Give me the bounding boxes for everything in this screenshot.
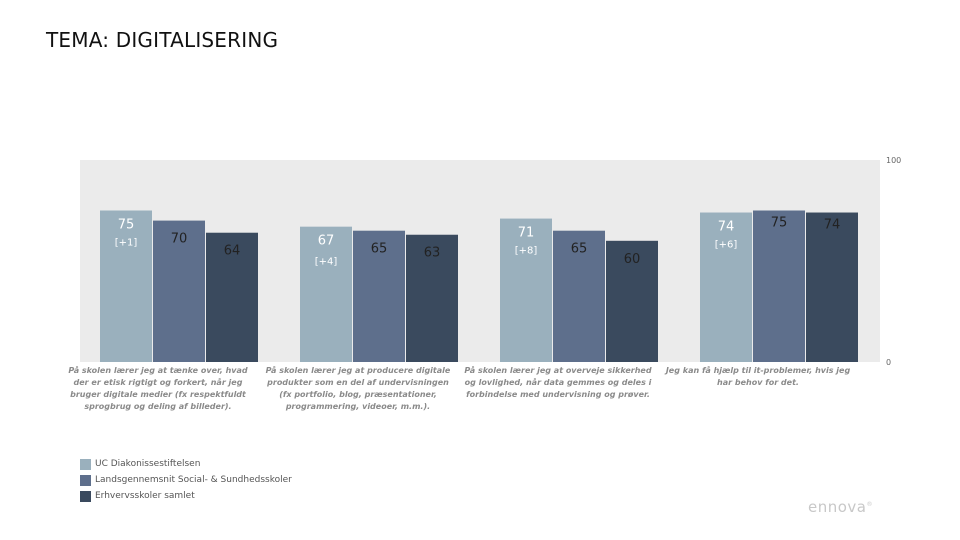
legend-item-erhvervsskoler: Erhvervsskoler samlet: [80, 488, 292, 504]
page-title: TEMA: DIGITALISERING: [46, 28, 279, 52]
legend-swatch-uc: [80, 458, 91, 470]
bar-s1-c1: [353, 230, 405, 362]
category-label-0-line-3: sprogbrug og deling af billeder).: [84, 402, 231, 411]
bar-s2-c2: [606, 240, 658, 362]
legend-label-uc: UC Diakonissestiftelsen: [95, 459, 201, 469]
category-label-3-line-1: har behov for det.: [717, 378, 799, 387]
ennova-logo: ennova®: [808, 498, 873, 516]
category-label-0-line-2: bruger digitale medier (fx respektfuldt: [70, 390, 247, 399]
legend-item-landsgennemsnit: Landsgennemsnit Social- & Sundhedsskoler: [80, 472, 292, 488]
value-label-s2-c2: 60: [624, 252, 641, 267]
category-label-1-line-0: På skolen lærer jeg at producere digital…: [266, 365, 451, 375]
change-label-s0-c1: [+4]: [315, 257, 338, 268]
y-tick-label-0: 0: [886, 358, 891, 367]
bar-s1-c3: [753, 210, 805, 362]
category-label-2-line-2: forbindelse med undervisning og prøver.: [466, 390, 650, 399]
legend-swatch-landsgennemsnit: [80, 474, 91, 486]
value-label-s1-c2: 65: [571, 242, 588, 257]
category-label-1-line-3: programmering, videoer, m.m.).: [285, 402, 430, 411]
bar-s2-c1: [406, 234, 458, 362]
change-label-s0-c2: [+8]: [515, 246, 538, 257]
value-label-s2-c0: 64: [224, 244, 241, 259]
category-label-2-line-0: På skolen lærer jeg at overveje sikkerhe…: [464, 365, 651, 375]
logo-text: ennova: [808, 498, 867, 516]
bar-s0-c3: [700, 212, 752, 362]
value-label-s1-c3: 75: [771, 216, 788, 231]
legend-swatch-erhvervsskoler: [80, 490, 91, 502]
change-label-s0-c3: [+6]: [715, 240, 738, 251]
value-label-s0-c2: 71: [518, 226, 535, 241]
value-label-s1-c1: 65: [371, 242, 388, 257]
category-label-2-line-1: og lovlighed, når data gemmes og deles i: [465, 377, 652, 387]
category-label-0-line-1: der er etisk rigtigt og forkert, når jeg: [74, 377, 243, 387]
legend-label-erhvervsskoler: Erhvervsskoler samlet: [95, 491, 195, 501]
legend-item-uc: UC Diakonissestiftelsen: [80, 456, 292, 472]
bar-s1-c0: [153, 220, 205, 362]
category-label-1-line-1: produkter som en del af undervisningen: [266, 378, 449, 387]
category-label-0-line-0: På skolen lærer jeg at tænke over, hvad: [68, 365, 248, 375]
value-label-s0-c3: 74: [718, 220, 735, 235]
value-label-s0-c1: 67: [318, 234, 335, 249]
bar-s1-c2: [553, 230, 605, 362]
value-label-s1-c0: 70: [171, 232, 188, 247]
bar-s0-c1: [300, 226, 352, 362]
value-label-s0-c0: 75: [118, 218, 135, 233]
category-label-1-line-2: (fx portfolio, blog, præsentationer,: [279, 390, 437, 399]
legend-label-landsgennemsnit: Landsgennemsnit Social- & Sundhedsskoler: [95, 475, 292, 485]
value-label-s2-c3: 74: [824, 218, 841, 233]
bar-s0-c0: [100, 210, 152, 362]
legend: UC Diakonissestiftelsen Landsgennemsnit …: [80, 456, 292, 504]
value-label-s2-c1: 63: [424, 246, 441, 261]
bar-s0-c2: [500, 218, 552, 362]
bar-s2-c3: [806, 212, 858, 362]
bar-s2-c0: [206, 232, 258, 362]
change-label-s0-c0: [+1]: [115, 238, 138, 249]
y-tick-label-100: 100: [886, 156, 901, 165]
category-label-3-line-0: Jeg kan få hjælp til it-problemer, hvis …: [664, 365, 851, 375]
